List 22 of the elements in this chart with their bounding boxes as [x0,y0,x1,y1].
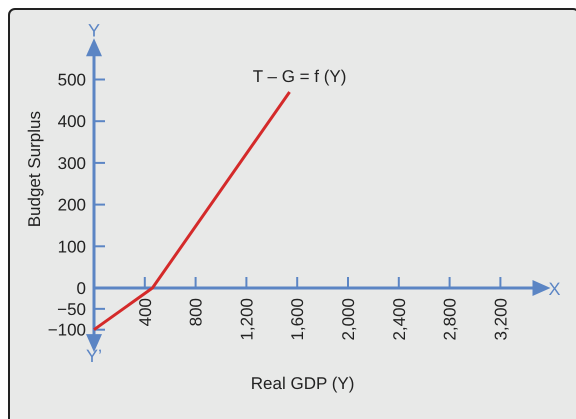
text: Y [88,20,100,40]
y-tick-label: 100 [58,237,86,256]
y-tick-label: −100 [48,320,86,340]
x-axis-title: Real GDP (Y) [250,374,354,393]
y-tick-label: 200 [58,196,86,215]
x-tick-label: 400 [136,298,155,326]
y-tick-label: 500 [58,70,86,90]
y-tick-label: 0 [76,279,86,298]
x-tick-label: 800 [186,298,206,326]
x-tick-label: 1,600 [288,298,308,341]
y-tick-label: −50 [57,300,86,319]
x-tick-label: 2,800 [440,298,460,341]
text: Y’ [86,346,102,366]
annotation: T – G = f (Y) [252,67,346,86]
x-tick-label: 3,200 [491,298,510,341]
x-tick-label: 2,000 [339,298,358,341]
x-tick-label: 1,200 [237,298,256,341]
text: X [548,279,561,299]
y-tick-label: 400 [58,112,86,132]
x-tick-label: 2,400 [390,298,409,341]
y-tick-label: 300 [58,154,86,173]
y-axis-title: Budget Surplus [25,111,44,228]
